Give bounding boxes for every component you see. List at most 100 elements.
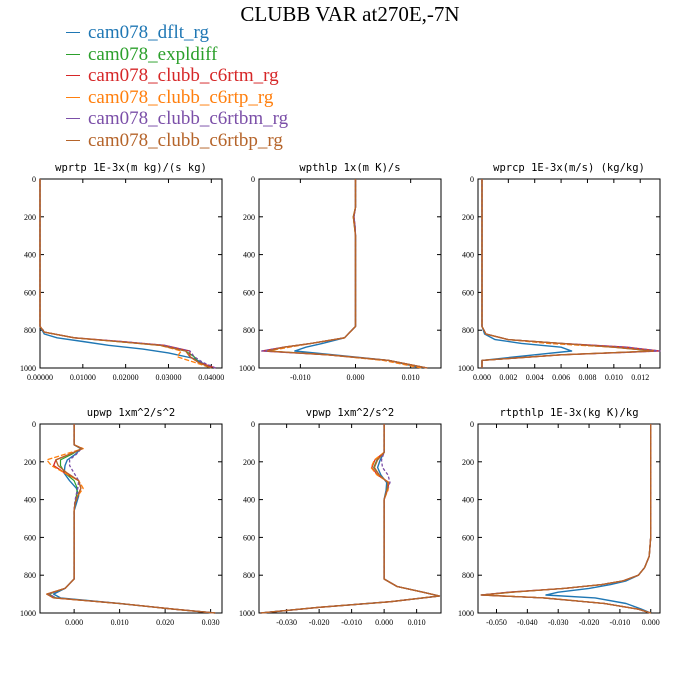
y-tick-label: 400: [243, 496, 255, 505]
x-tick-label: 0.000: [375, 618, 393, 627]
series-line: [481, 179, 655, 368]
y-tick-label: 800: [462, 326, 474, 335]
series-line: [266, 179, 422, 369]
y-tick-label: 200: [24, 213, 36, 222]
y-tick-label: 400: [462, 251, 474, 260]
x-tick-label: 0.000: [642, 618, 660, 627]
x-tick-label: 0.008: [578, 373, 596, 382]
x-tick-label: -0.010: [341, 618, 362, 627]
panel-title: wprcp 1E-3x(m/s) (kg/kg): [493, 162, 645, 174]
panel-title: wprtp 1E-3x(m kg)/(s kg): [55, 162, 207, 174]
y-tick-label: 200: [24, 458, 36, 467]
series-line: [260, 424, 441, 614]
y-tick-label: 200: [243, 458, 255, 467]
y-tick-label: 1000: [458, 609, 474, 618]
y-tick-label: 1000: [20, 364, 36, 373]
legend: cam078_dflt_rg cam078_expldiff cam078_cl…: [66, 22, 288, 151]
plot-frame: [258, 178, 442, 369]
series-line: [260, 424, 441, 614]
y-tick-label: 400: [24, 251, 36, 260]
y-tick-label: 800: [462, 571, 474, 580]
y-tick-label: 400: [24, 496, 36, 505]
series-line: [480, 424, 652, 614]
panel-title: rtpthlp 1E-3x(kg K)/kg: [499, 407, 638, 419]
x-tick-label: 0.01000: [70, 373, 96, 382]
legend-label: cam078_clubb_c6rtm_rg: [88, 65, 279, 86]
x-tick-label: -0.020: [579, 618, 600, 627]
page-title: CLUBB VAR at270E,-7N: [240, 2, 460, 26]
x-tick-label: -0.010: [290, 373, 311, 382]
y-tick-label: 400: [243, 251, 255, 260]
y-tick-label: 800: [243, 326, 255, 335]
x-tick-label: 0.010: [402, 373, 420, 382]
x-tick-label: 0.000: [347, 373, 365, 382]
y-tick-label: 800: [243, 571, 255, 580]
series-line: [294, 179, 422, 369]
x-tick-label: 0.010: [111, 618, 129, 627]
y-tick-label: 1000: [239, 609, 255, 618]
series-line: [266, 179, 428, 369]
x-tick-label: 0.010: [408, 618, 426, 627]
y-tick-label: 800: [24, 326, 36, 335]
series-line: [260, 424, 441, 614]
x-tick-label: -0.030: [276, 618, 297, 627]
series-line: [483, 424, 652, 614]
legend-item: cam078_clubb_c6rtbm_rg: [66, 108, 288, 130]
series-line: [52, 424, 216, 614]
x-tick-label: -0.040: [517, 618, 538, 627]
series-line: [39, 179, 212, 369]
y-tick-label: 0: [32, 175, 36, 184]
x-tick-label: 0.00000: [27, 373, 53, 382]
legend-swatch: [66, 118, 80, 120]
series-line: [261, 179, 428, 369]
series-line: [46, 424, 216, 614]
x-tick-label: 0.04000: [198, 373, 224, 382]
legend-swatch: [66, 75, 80, 77]
plot-frame: [477, 423, 661, 614]
y-tick-label: 600: [462, 533, 474, 542]
legend-item: cam078_expldiff: [66, 44, 288, 66]
x-tick-label: 0.030: [202, 618, 220, 627]
x-tick-label: 0.000: [473, 373, 491, 382]
y-tick-label: 1000: [20, 609, 36, 618]
series-line: [39, 179, 212, 369]
legend-item: cam078_dflt_rg: [66, 22, 288, 44]
legend-label: cam078_clubb_c6rtp_rg: [88, 86, 274, 108]
y-tick-label: 1000: [239, 364, 255, 373]
panel-title: vpwp 1xm^2/s^2: [306, 407, 395, 419]
legend-item: cam078_clubb_c6rtbp_rg: [66, 130, 288, 152]
series-line: [261, 179, 428, 369]
legend-swatch: [66, 96, 80, 98]
y-tick-label: 200: [243, 213, 255, 222]
series-line: [481, 179, 573, 368]
x-tick-label: 0.02000: [113, 373, 139, 382]
series-line: [266, 179, 428, 369]
x-tick-label: -0.010: [610, 618, 631, 627]
legend-label: cam078_clubb_c6rtbm_rg: [88, 108, 289, 129]
legend-swatch: [66, 139, 80, 141]
y-tick-label: 600: [24, 533, 36, 542]
x-tick-label: -0.030: [548, 618, 569, 627]
plot-frame: [39, 423, 223, 614]
y-tick-label: 600: [462, 288, 474, 297]
y-tick-label: 1000: [458, 364, 474, 373]
x-tick-label: 0.000: [65, 618, 83, 627]
x-tick-label: 0.004: [526, 373, 544, 382]
series-line: [260, 424, 441, 614]
series-line: [480, 424, 652, 614]
x-tick-label: 0.012: [631, 373, 649, 382]
x-tick-label: 0.03000: [155, 373, 181, 382]
legend-label: cam078_dflt_rg: [88, 22, 210, 43]
x-tick-label: -0.050: [486, 618, 507, 627]
y-tick-label: 0: [251, 175, 255, 184]
y-tick-label: 200: [462, 458, 474, 467]
legend-label: cam078_expldiff: [88, 43, 218, 65]
plot-frame: [258, 423, 442, 614]
legend-swatch: [66, 53, 80, 55]
legend-label: cam078_clubb_c6rtbp_rg: [88, 129, 283, 151]
y-tick-label: 600: [243, 288, 255, 297]
x-tick-label: 0.006: [552, 373, 570, 382]
legend-swatch: [66, 32, 80, 34]
y-tick-label: 600: [24, 288, 36, 297]
